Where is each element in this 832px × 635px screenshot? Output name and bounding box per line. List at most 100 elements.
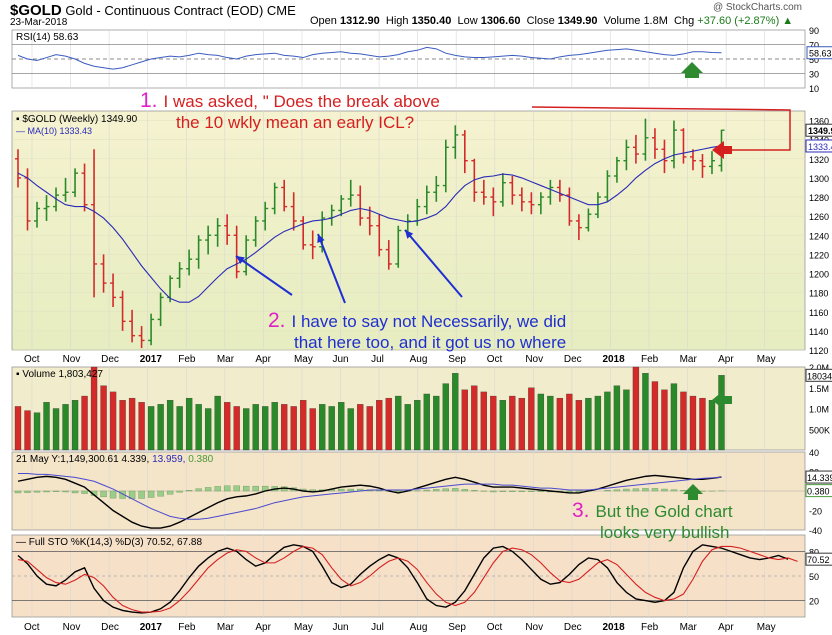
x-label-bottom-Feb: Feb	[178, 622, 196, 633]
mac-histogram-bar	[14, 490, 22, 494]
mac-histogram-bar	[119, 490, 126, 499]
chg-value: +37.60 (+2.87%)	[697, 15, 780, 27]
mac-histogram-bar	[62, 490, 69, 493]
mac-histogram-bar	[604, 490, 611, 492]
volume-bar	[290, 406, 297, 451]
x-label-bottom-Mar: Mar	[217, 622, 235, 633]
price-last-label: 1349.9	[808, 126, 832, 136]
x-label-Nov: Nov	[525, 354, 543, 365]
volume-bar	[357, 404, 364, 451]
price-last-box	[805, 123, 832, 137]
mac-histogram-bar	[52, 490, 60, 492]
volume-bar	[252, 404, 259, 451]
rsi-tick-90: 90	[809, 26, 819, 36]
mac-histogram-bar	[252, 485, 259, 492]
annotation-2-arrow-0	[235, 255, 293, 296]
ohlc-readout: Open 1312.90 High 1350.40 Low 1306.60 Cl…	[310, 15, 793, 27]
x-label-Dec: Dec	[101, 354, 119, 365]
volume-bar	[243, 408, 250, 451]
x-label-Mar: Mar	[680, 354, 698, 365]
mac-histogram-bar	[138, 490, 145, 499]
price-tick-1180: 1180	[809, 289, 828, 299]
volume-bar	[385, 397, 392, 451]
mac-histogram-bar	[242, 485, 250, 492]
mac-histogram-bar	[81, 490, 88, 494]
x-label-2017: 2017	[140, 354, 163, 365]
annotation-1-line-2: the 10 wkly mean an early ICL?	[176, 113, 415, 132]
mac-histogram-bar	[347, 488, 354, 492]
sto-tick-20: 20	[809, 597, 819, 607]
x-label-Mar: Mar	[217, 354, 235, 365]
sto-last-box	[805, 552, 832, 566]
volume-bar	[480, 391, 487, 451]
volume-bar	[566, 393, 573, 451]
volume-bar	[499, 400, 506, 451]
volume-bar	[537, 393, 545, 451]
mac-histogram-bar	[204, 487, 212, 492]
x-label-bottom-Aug: Aug	[410, 622, 428, 633]
volume-bar	[699, 397, 706, 451]
mac-histogram-bar	[499, 490, 507, 492]
volume-last-box	[805, 368, 832, 382]
low-value: 1306.60	[480, 15, 521, 27]
volume-bar	[119, 400, 126, 451]
mac-histogram-bar	[43, 490, 50, 493]
volume-bar	[414, 400, 421, 451]
mac-tick--40: -40	[809, 526, 822, 536]
rsi-tick-70: 70	[809, 41, 819, 51]
volume-bar	[556, 397, 564, 451]
volume-bar	[395, 395, 402, 451]
vol-tick-3: 2.0M	[809, 363, 829, 373]
annotation-1-line-1: I was asked, " Does the break above	[163, 92, 440, 111]
mac-histogram-bar	[661, 488, 668, 492]
mac-histogram-bar	[166, 490, 174, 495]
x-label-Oct: Oct	[24, 354, 40, 365]
mac-histogram-bar	[471, 490, 478, 492]
sto-last-label: 70.52	[807, 555, 830, 565]
x-label-Apr: Apr	[255, 354, 271, 365]
volume-bar	[613, 385, 621, 451]
annotation-2-arrowhead-2	[405, 230, 414, 239]
x-label-bottom-Jun: Jun	[333, 622, 349, 633]
mac-hist-last-box	[805, 484, 832, 498]
mac-histogram-bar	[147, 490, 155, 498]
annotation-3-line-1: But the Gold chart	[595, 502, 733, 521]
mac-last-box	[805, 470, 832, 484]
mac-title: 21 May Y:1,149,300.61 4.339, 13.959, 0.3…	[16, 454, 214, 465]
volume-bar	[71, 400, 79, 451]
mac-up-arrow-icon	[683, 484, 703, 500]
volume-bar	[24, 410, 31, 451]
mac-tick-40: 40	[809, 448, 819, 458]
chg-label: Chg	[674, 15, 695, 27]
x-label-bottom-2018: 2018	[602, 622, 625, 633]
x-label-bottom-Nov: Nov	[63, 622, 81, 633]
volume-bar	[300, 400, 307, 451]
volume-bar	[509, 395, 516, 451]
annotation-2-arrowhead-0	[236, 256, 245, 264]
x-label-Jun: Jun	[333, 354, 349, 365]
volume-bar	[214, 395, 221, 451]
ma10-line	[17, 145, 722, 303]
volume-bar	[185, 397, 193, 451]
volume-bar	[233, 406, 240, 451]
annotation-2-line-1: I have to say not Necessarily, we did	[291, 312, 567, 331]
symbol: $GOLD	[10, 2, 62, 19]
volume-bar	[14, 406, 22, 451]
rsi-last-box	[806, 46, 832, 60]
volume-bar	[404, 404, 411, 451]
mac-histogram-bar	[461, 489, 469, 492]
price-tick-1140: 1140	[809, 327, 828, 337]
price-tick-1200: 1200	[809, 270, 829, 280]
high-label: High	[385, 15, 409, 27]
x-label-bottom-Dec: Dec	[101, 622, 119, 633]
chg-up-arrow-icon: ▲	[782, 15, 794, 27]
volume-bar	[594, 395, 602, 451]
x-label-Aug: Aug	[410, 354, 428, 365]
ma-title: — MA(10) 1333.43	[16, 126, 92, 136]
sto-d-line	[17, 545, 798, 613]
close-label: Close	[526, 15, 555, 27]
mac-histogram-bar	[642, 488, 649, 492]
mac-histogram-bar	[423, 489, 430, 492]
annotation-1: 1. I was asked, " Does the break above th…	[140, 90, 440, 133]
